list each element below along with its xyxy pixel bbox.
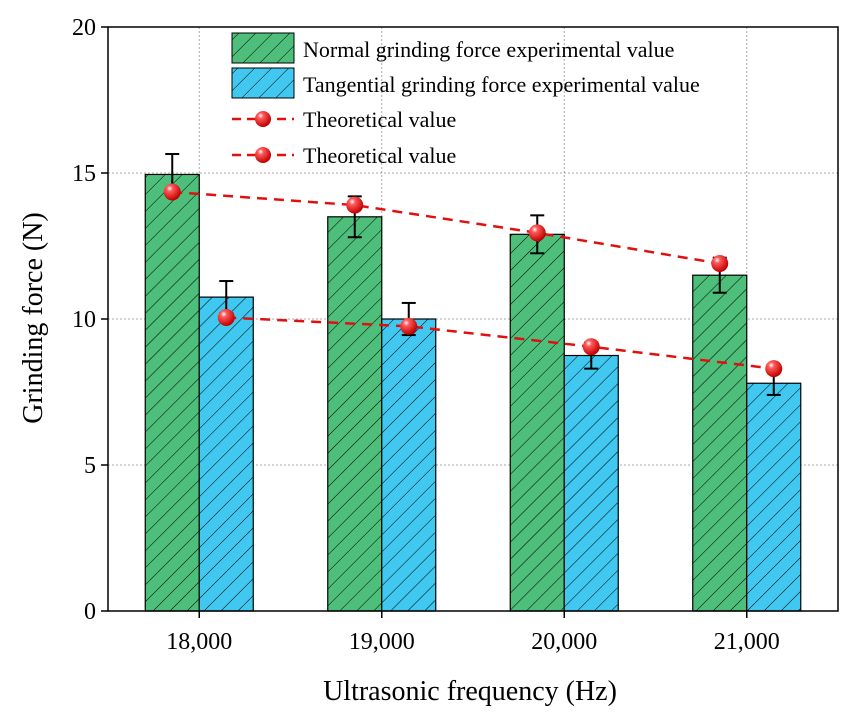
bar-tangential — [381, 318, 437, 612]
theoretical-point — [400, 317, 418, 335]
legend-label-tangential: Tangential grinding force experimental v… — [303, 72, 700, 97]
bar-normal — [144, 173, 200, 612]
x-tick-label: 19,000 — [349, 629, 415, 655]
x-tick-label: 20,000 — [531, 629, 597, 655]
bar-normal — [327, 216, 383, 612]
legend-label-theory-1: Theoretical value — [303, 107, 456, 132]
x-axis-title: Ultrasonic frequency (Hz) — [323, 676, 617, 707]
legend-swatch-normal — [231, 32, 295, 64]
theoretical-point — [711, 255, 729, 273]
theoretical-point — [582, 338, 600, 356]
axes: 0 5 10 15 20 18,000 19,000 20,000 21,000 — [72, 15, 839, 655]
bar-normal — [692, 274, 748, 612]
y-tick-label: 0 — [84, 599, 96, 625]
x-tick-label: 18,000 — [166, 629, 232, 655]
y-tick-label: 15 — [72, 161, 96, 187]
y-tick-label: 5 — [84, 453, 96, 479]
theoretical-line-1 — [172, 190, 720, 265]
bar-normal — [509, 233, 565, 612]
legend-marker-theory-2 — [255, 147, 271, 163]
theoretical-point — [528, 224, 546, 242]
bars — [144, 173, 802, 612]
y-tick-label: 20 — [72, 15, 96, 41]
legend-label-theory-2: Theoretical value — [303, 143, 456, 168]
theoretical-point — [346, 196, 364, 214]
bar-tangential — [563, 354, 619, 612]
bar-tangential — [198, 296, 254, 612]
legend-label-normal: Normal grinding force experimental value — [303, 37, 674, 62]
theoretical-lines — [163, 183, 783, 378]
theoretical-point — [765, 360, 783, 378]
error-bars — [165, 153, 781, 396]
y-axis-title: Grinding force (N) — [18, 212, 49, 423]
x-tick-label: 21,000 — [714, 629, 780, 655]
y-tick-label: 10 — [72, 307, 96, 333]
theoretical-line-2 — [226, 316, 774, 370]
theoretical-point — [217, 309, 235, 327]
legend-marker-theory-1 — [255, 111, 271, 127]
legend-swatch-tangential — [231, 67, 295, 99]
theoretical-point — [163, 183, 181, 201]
legend: Normal grinding force experimental value… — [231, 32, 700, 168]
bar-tangential — [746, 382, 802, 612]
